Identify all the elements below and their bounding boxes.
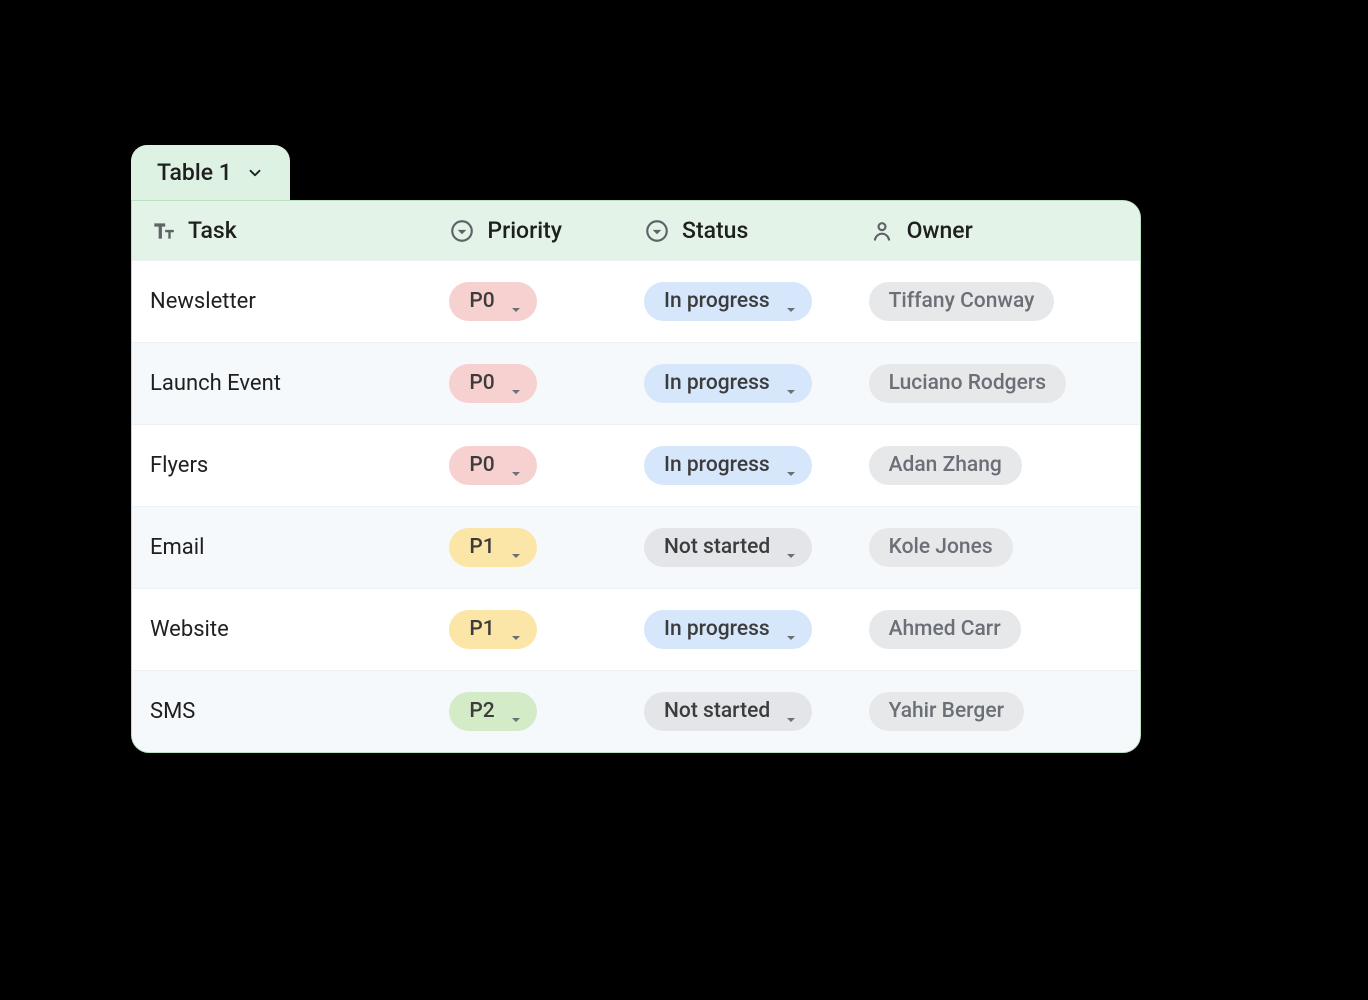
task-cell[interactable]: Flyers: [132, 435, 431, 496]
column-header-task[interactable]: Task: [132, 201, 431, 260]
owner-cell: Adan Zhang: [851, 428, 1140, 503]
table-row: Flyers P0 In progress Adan Zhang: [132, 424, 1140, 506]
owner-cell: Kole Jones: [851, 510, 1140, 585]
table-row: Newsletter P0 In progress Tiffany Conway: [132, 260, 1140, 342]
status-cell: In progress: [626, 346, 851, 421]
owner-chip[interactable]: Adan Zhang: [869, 446, 1022, 485]
status-label: In progress: [664, 617, 770, 642]
chevron-down-icon: [246, 164, 264, 182]
caret-down-icon: [511, 625, 521, 635]
table-card: Table 1 Task Priority Sta: [131, 145, 1141, 753]
column-header-owner[interactable]: Owner: [851, 201, 1140, 260]
priority-label: P0: [469, 289, 494, 314]
priority-label: P0: [469, 453, 494, 478]
column-header-status[interactable]: Status: [626, 201, 851, 260]
priority-cell: P0: [431, 264, 626, 339]
select-icon: [449, 218, 475, 244]
priority-label: P0: [469, 371, 494, 396]
owner-cell: Tiffany Conway: [851, 264, 1140, 339]
column-header-label: Priority: [487, 217, 562, 244]
priority-pill[interactable]: P2: [449, 692, 536, 731]
task-cell[interactable]: Launch Event: [132, 353, 431, 414]
column-header-label: Task: [188, 217, 237, 244]
priority-pill[interactable]: P1: [449, 528, 536, 567]
table-row: SMS P2 Not started Yahir Berger: [132, 670, 1140, 752]
data-table: Task Priority Status Owner New: [131, 200, 1141, 753]
caret-down-icon: [786, 297, 796, 307]
caret-down-icon: [786, 379, 796, 389]
status-cell: In progress: [626, 264, 851, 339]
priority-cell: P1: [431, 592, 626, 667]
status-cell: Not started: [626, 674, 851, 749]
table-tab[interactable]: Table 1: [131, 145, 290, 200]
status-pill[interactable]: In progress: [644, 610, 812, 649]
owner-cell: Yahir Berger: [851, 674, 1140, 749]
person-icon: [869, 218, 895, 244]
table-body: Newsletter P0 In progress Tiffany Conway Lau…: [132, 260, 1140, 752]
column-header-label: Status: [682, 217, 748, 244]
task-cell[interactable]: Website: [132, 599, 431, 660]
priority-label: P1: [469, 617, 494, 642]
priority-pill[interactable]: P0: [449, 282, 536, 321]
owner-chip[interactable]: Tiffany Conway: [869, 282, 1055, 321]
status-label: Not started: [664, 699, 770, 724]
status-cell: In progress: [626, 428, 851, 503]
priority-cell: P1: [431, 510, 626, 585]
task-cell[interactable]: SMS: [132, 681, 431, 742]
caret-down-icon: [511, 297, 521, 307]
task-cell[interactable]: Newsletter: [132, 271, 431, 332]
owner-cell: Ahmed Carr: [851, 592, 1140, 667]
table-row: Launch Event P0 In progress Luciano Rodgers: [132, 342, 1140, 424]
caret-down-icon: [511, 379, 521, 389]
status-label: In progress: [664, 371, 770, 396]
priority-cell: P2: [431, 674, 626, 749]
task-cell[interactable]: Email: [132, 517, 431, 578]
status-label: In progress: [664, 289, 770, 314]
status-cell: In progress: [626, 592, 851, 667]
status-pill[interactable]: Not started: [644, 528, 812, 567]
status-pill[interactable]: In progress: [644, 364, 812, 403]
owner-chip[interactable]: Kole Jones: [869, 528, 1013, 567]
caret-down-icon: [786, 625, 796, 635]
priority-cell: P0: [431, 346, 626, 421]
priority-label: P2: [469, 699, 494, 724]
caret-down-icon: [786, 543, 796, 553]
priority-pill[interactable]: P0: [449, 446, 536, 485]
status-pill[interactable]: In progress: [644, 446, 812, 485]
column-header-label: Owner: [907, 217, 973, 244]
status-pill[interactable]: In progress: [644, 282, 812, 321]
priority-pill[interactable]: P1: [449, 610, 536, 649]
caret-down-icon: [511, 461, 521, 471]
caret-down-icon: [786, 707, 796, 717]
select-icon: [644, 218, 670, 244]
text-icon: [150, 218, 176, 244]
table-header-row: Task Priority Status Owner: [132, 201, 1140, 260]
caret-down-icon: [786, 461, 796, 471]
owner-chip[interactable]: Ahmed Carr: [869, 610, 1021, 649]
owner-cell: Luciano Rodgers: [851, 346, 1140, 421]
table-row: Email P1 Not started Kole Jones: [132, 506, 1140, 588]
owner-chip[interactable]: Luciano Rodgers: [869, 364, 1067, 403]
status-cell: Not started: [626, 510, 851, 585]
caret-down-icon: [511, 543, 521, 553]
priority-pill[interactable]: P0: [449, 364, 536, 403]
priority-label: P1: [469, 535, 494, 560]
status-pill[interactable]: Not started: [644, 692, 812, 731]
priority-cell: P0: [431, 428, 626, 503]
owner-chip[interactable]: Yahir Berger: [869, 692, 1024, 731]
table-row: Website P1 In progress Ahmed Carr: [132, 588, 1140, 670]
column-header-priority[interactable]: Priority: [431, 201, 626, 260]
status-label: Not started: [664, 535, 770, 560]
table-tab-label: Table 1: [157, 159, 232, 186]
status-label: In progress: [664, 453, 770, 478]
caret-down-icon: [511, 707, 521, 717]
